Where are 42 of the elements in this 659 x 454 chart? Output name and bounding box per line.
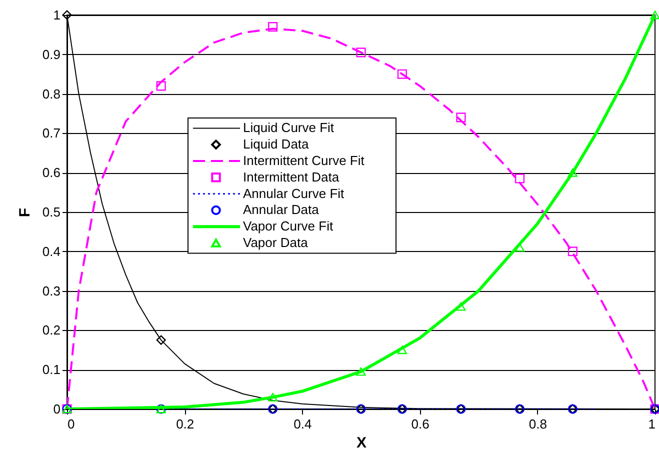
y-tick-label: 0.8 xyxy=(42,86,60,102)
x-tick-label: 0.4 xyxy=(294,416,312,432)
y-tick-label: 0.6 xyxy=(42,165,60,180)
point xyxy=(356,48,366,58)
y-tick-label: 0.5 xyxy=(42,204,60,220)
x-axis-title: X xyxy=(356,434,367,452)
x-tick-label: 1 xyxy=(648,416,656,432)
legend-label: Liquid Data xyxy=(243,136,310,152)
legend-label: Vapor Data xyxy=(243,235,309,250)
point xyxy=(397,346,407,354)
y-tick-label: 0.7 xyxy=(42,126,60,141)
point xyxy=(514,174,525,184)
y-tick-label: 0.3 xyxy=(42,283,60,298)
x-tick-label: 0.2 xyxy=(176,416,194,432)
point xyxy=(514,243,525,252)
point xyxy=(268,22,278,32)
y-tick-label: 0.4 xyxy=(42,244,60,259)
x-tick-label: 0.8 xyxy=(528,416,547,432)
point xyxy=(650,10,659,20)
point xyxy=(456,302,466,311)
y-tick-label: 0.2 xyxy=(42,322,60,338)
y-tick-label: 0 xyxy=(53,402,60,416)
y-tick-label: 1 xyxy=(53,8,60,22)
legend-label: Annular Data xyxy=(243,202,320,218)
point xyxy=(456,112,466,122)
legend-label: Intermittent Curve Fit xyxy=(243,153,365,168)
legend-label: Intermittent Data xyxy=(243,169,340,184)
x-tick-label: 0 xyxy=(68,416,75,432)
x-tick-label: 0.6 xyxy=(411,416,430,432)
point xyxy=(156,81,166,91)
y-tick-label: 0.1 xyxy=(42,362,60,378)
y-axis-title: F xyxy=(16,208,34,218)
point xyxy=(568,168,578,177)
point xyxy=(156,335,166,345)
point xyxy=(568,246,578,256)
legend-label: Liquid Curve Fit xyxy=(243,120,334,136)
legend-label: Annular Curve Fit xyxy=(243,186,345,201)
y-tick-label: 0.9 xyxy=(42,46,60,62)
point xyxy=(356,367,366,376)
legend-label: Vapor Curve Fit xyxy=(243,218,334,234)
point xyxy=(268,392,278,402)
point xyxy=(397,69,407,79)
